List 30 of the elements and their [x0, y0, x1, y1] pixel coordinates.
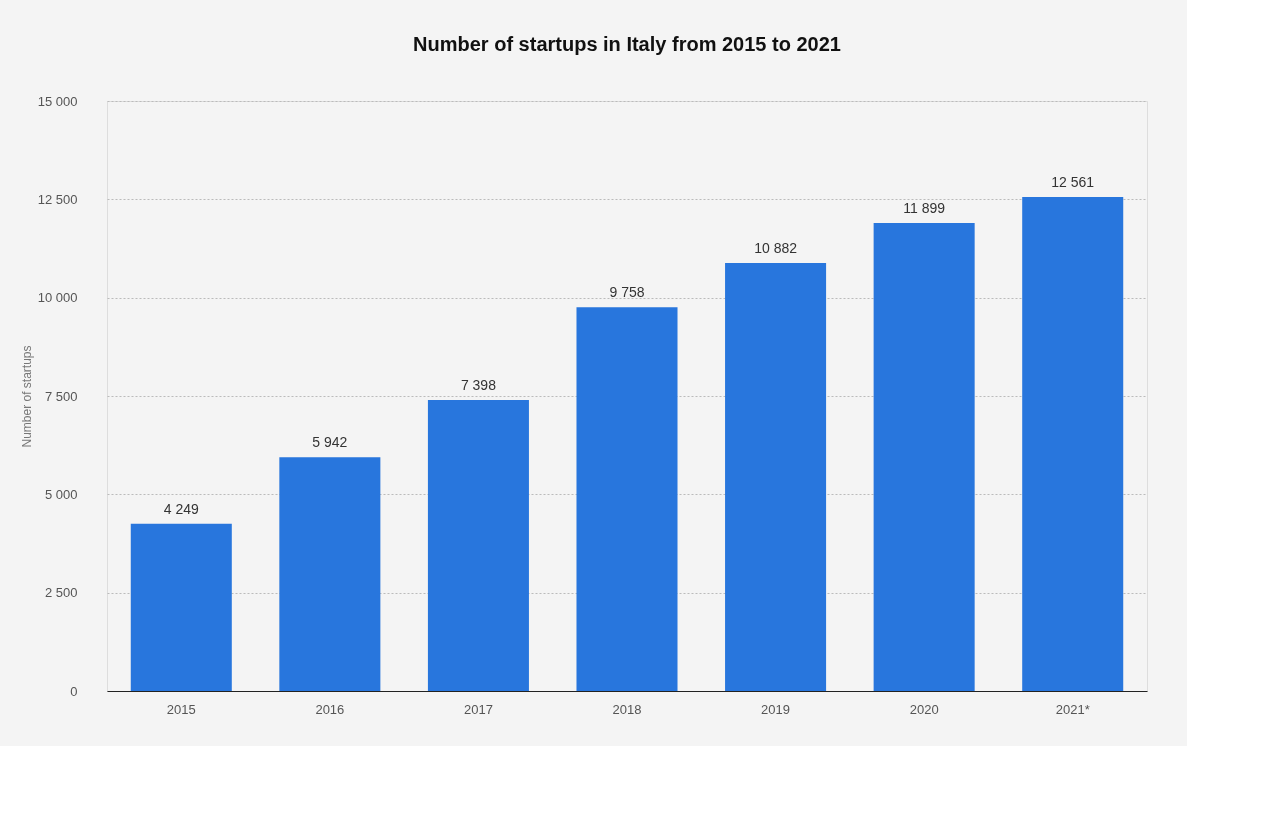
x-tick-label: 2021* [1055, 701, 1090, 717]
bar [873, 222, 975, 691]
x-tick-label: 2016 [315, 701, 345, 717]
x-tick-label: 2019 [761, 701, 791, 717]
data-label: 11 899 [903, 199, 946, 216]
y-tick-label: 10 000 [37, 290, 78, 306]
x-tick-label: 2018 [612, 701, 642, 717]
y-tick-label: 12 500 [37, 191, 78, 207]
data-label: 9 758 [609, 284, 645, 301]
data-label: 10 882 [754, 239, 798, 256]
x-tick-label: 2020 [909, 701, 939, 717]
bar [725, 262, 827, 691]
x-tick-label: 2015 [166, 701, 196, 717]
y-tick-label: 5 000 [44, 486, 78, 502]
data-label: 12 561 [1051, 173, 1095, 190]
chart-title: Number of startups in Italy from 2015 to 2021 [413, 33, 841, 55]
y-axis-title: Number of startups [19, 345, 34, 448]
bar [576, 307, 678, 691]
y-tick-label: 7 500 [44, 388, 78, 404]
data-label: 5 942 [312, 434, 348, 451]
data-label: 7 398 [460, 377, 497, 394]
bar [130, 523, 232, 691]
data-label: 4 249 [163, 500, 200, 517]
bar [1022, 196, 1124, 691]
y-tick-label: 0 [70, 683, 78, 699]
bar [279, 457, 381, 691]
y-tick-label: 15 000 [37, 93, 78, 109]
x-tick-label: 2017 [463, 701, 493, 717]
y-tick-label: 2 500 [44, 585, 78, 601]
bar [427, 400, 529, 691]
